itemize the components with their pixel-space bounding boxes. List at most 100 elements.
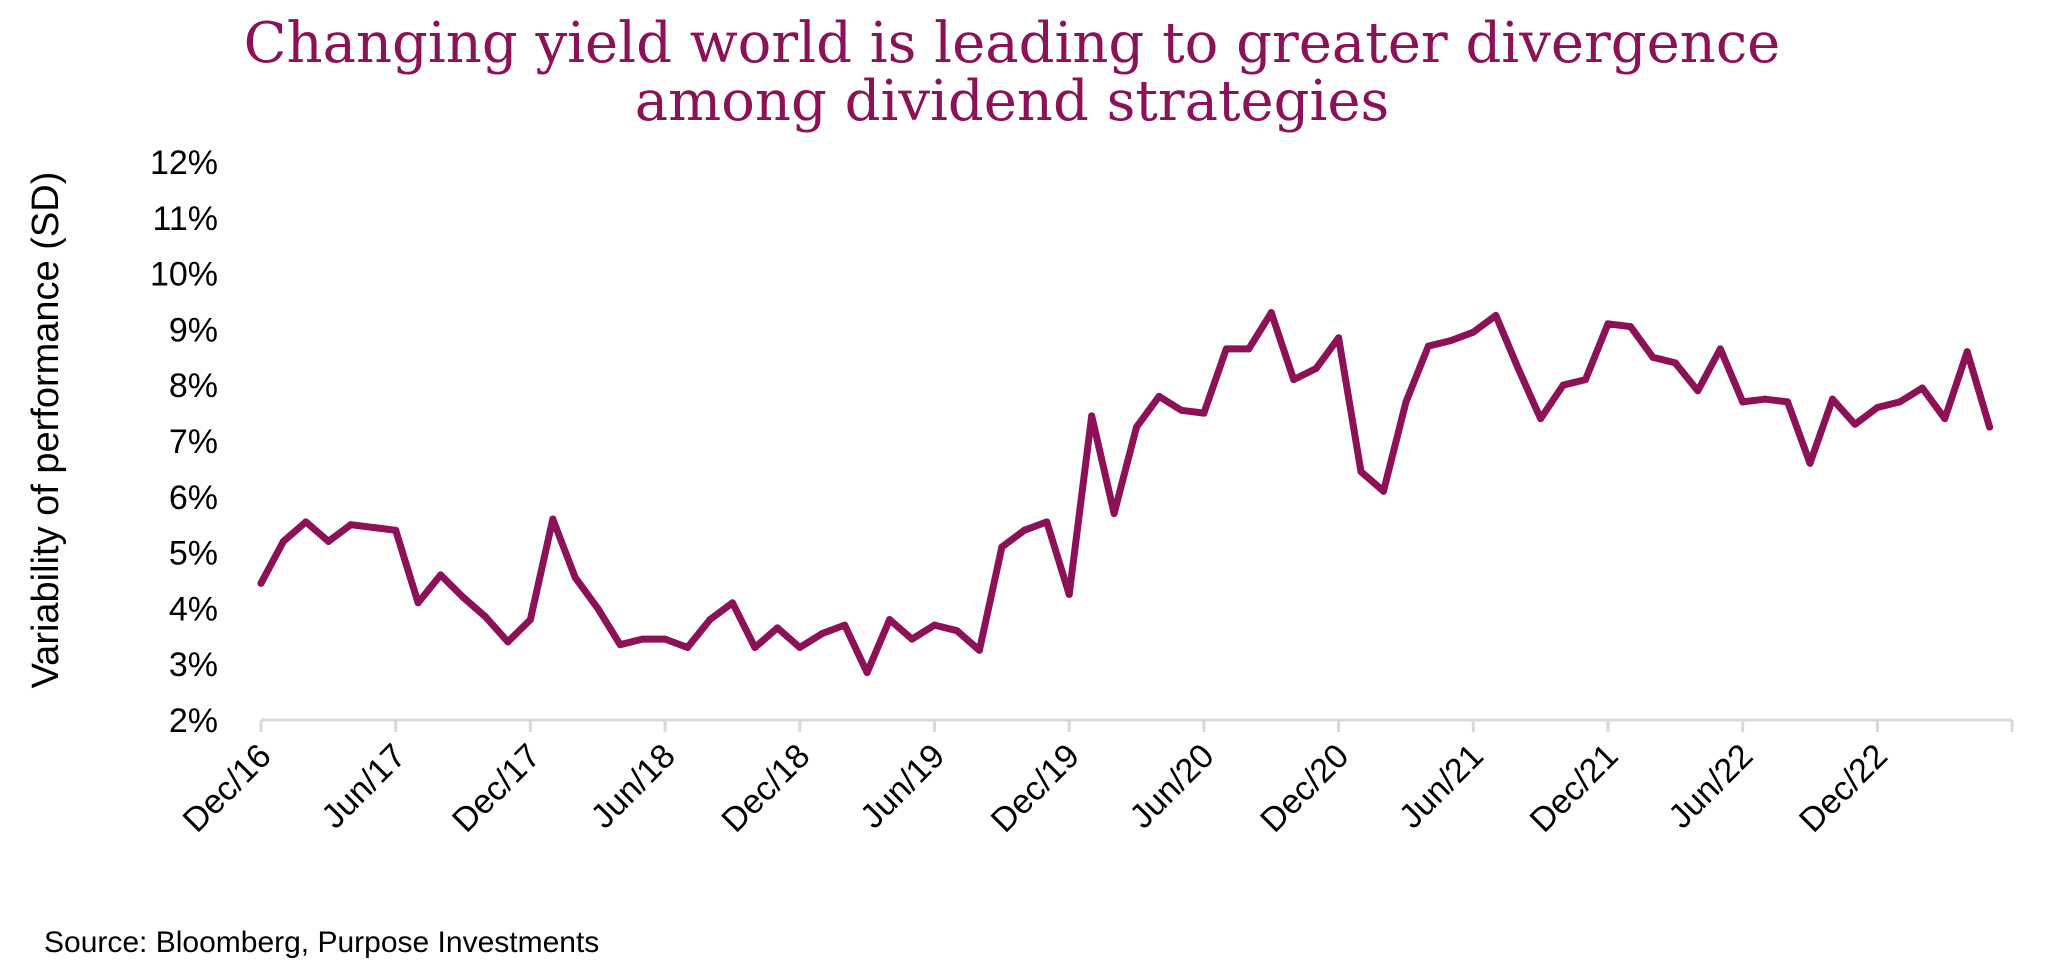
x-tick-label: Dec/20 bbox=[1253, 737, 1356, 840]
data-point bbox=[1761, 395, 1769, 403]
data-point bbox=[1963, 348, 1971, 356]
data-point bbox=[841, 621, 849, 629]
data-point bbox=[1784, 398, 1792, 406]
y-axis-label: Variability of performance (SD) bbox=[25, 172, 67, 689]
x-tick-label: Jun/19 bbox=[853, 737, 952, 836]
data-point bbox=[1716, 345, 1724, 353]
data-point bbox=[1671, 359, 1679, 367]
y-tick-label: 9% bbox=[169, 311, 218, 349]
data-point bbox=[571, 574, 579, 582]
data-point bbox=[257, 579, 265, 587]
x-tick-label: Dec/16 bbox=[176, 737, 279, 840]
data-point bbox=[796, 643, 804, 651]
data-point bbox=[1402, 398, 1410, 406]
data-point bbox=[1492, 311, 1500, 319]
chart-title-line-2: among dividend strategies bbox=[635, 69, 1390, 134]
data-point bbox=[414, 599, 422, 607]
data-point bbox=[1200, 409, 1208, 417]
data-point bbox=[1267, 309, 1275, 317]
data-point bbox=[975, 646, 983, 654]
x-tick-label: Dec/19 bbox=[984, 737, 1087, 840]
y-tick-label: 11% bbox=[152, 200, 218, 238]
data-point bbox=[616, 641, 624, 649]
data-point bbox=[1245, 345, 1253, 353]
y-tick-label: 6% bbox=[169, 479, 218, 517]
data-point bbox=[1020, 526, 1028, 534]
y-tick-label: 5% bbox=[169, 535, 218, 573]
data-point bbox=[1088, 412, 1096, 420]
data-point bbox=[302, 518, 310, 526]
data-point bbox=[1155, 392, 1163, 400]
x-tick-label: Jun/17 bbox=[314, 737, 413, 836]
data-point bbox=[1133, 423, 1141, 431]
chart-title-line-1: Changing yield world is leading to great… bbox=[244, 11, 1781, 76]
data-point bbox=[347, 521, 355, 529]
y-tick-label: 8% bbox=[169, 367, 218, 405]
data-point bbox=[1649, 353, 1657, 361]
data-point bbox=[392, 526, 400, 534]
data-point bbox=[818, 630, 826, 638]
data-point bbox=[751, 643, 759, 651]
x-tick-label: Dec/18 bbox=[714, 737, 817, 840]
data-point bbox=[908, 635, 916, 643]
data-point bbox=[661, 635, 669, 643]
x-tick-label: Dec/22 bbox=[1792, 737, 1895, 840]
x-tick-label: Jun/18 bbox=[584, 737, 683, 836]
y-tick-label: 3% bbox=[169, 646, 218, 684]
data-point bbox=[639, 635, 647, 643]
data-point bbox=[1739, 398, 1747, 406]
data-point bbox=[459, 593, 467, 601]
data-point bbox=[953, 627, 961, 635]
data-point bbox=[886, 616, 894, 624]
data-point bbox=[1604, 320, 1612, 328]
y-tick-label: 2% bbox=[169, 702, 218, 740]
data-point bbox=[931, 621, 938, 629]
data-point bbox=[324, 537, 332, 545]
y-tick-label: 10% bbox=[150, 256, 218, 294]
data-point bbox=[1829, 395, 1836, 403]
data-point bbox=[1469, 328, 1477, 336]
data-point bbox=[1806, 459, 1814, 467]
source-note: Source: Bloomberg, Purpose Investments bbox=[44, 926, 599, 959]
data-point bbox=[1873, 404, 1881, 412]
y-tick-label: 12% bbox=[150, 144, 218, 182]
x-tick-label: Jun/21 bbox=[1392, 737, 1491, 836]
data-point bbox=[526, 616, 534, 624]
data-point bbox=[1380, 487, 1387, 495]
data-point bbox=[1424, 342, 1432, 350]
data-point bbox=[684, 643, 692, 651]
y-tick-label: 7% bbox=[169, 423, 218, 461]
data-point bbox=[1986, 423, 1994, 431]
data-point bbox=[504, 638, 512, 646]
x-tick-label: Jun/20 bbox=[1122, 737, 1221, 836]
data-point bbox=[998, 543, 1006, 551]
data-point bbox=[1065, 590, 1073, 598]
data-point bbox=[728, 599, 736, 607]
x-tick-label: Dec/17 bbox=[445, 737, 548, 840]
data-point bbox=[594, 604, 602, 612]
data-point bbox=[1896, 398, 1904, 406]
data-point bbox=[1537, 415, 1545, 423]
data-point bbox=[1582, 376, 1590, 384]
data-point bbox=[1290, 376, 1298, 384]
data-point bbox=[1110, 510, 1118, 518]
data-point bbox=[1312, 364, 1320, 372]
data-point bbox=[1851, 420, 1859, 428]
data-point bbox=[1918, 384, 1926, 392]
data-point bbox=[1043, 518, 1051, 526]
x-tick-label: Jun/22 bbox=[1661, 737, 1760, 836]
data-point bbox=[1514, 364, 1522, 372]
data-point bbox=[1335, 334, 1343, 342]
data-point bbox=[1626, 323, 1634, 331]
data-point bbox=[549, 515, 557, 523]
data-point bbox=[437, 571, 445, 579]
data-point bbox=[706, 616, 714, 624]
series-line bbox=[257, 309, 1994, 677]
data-point bbox=[482, 613, 489, 621]
data-point bbox=[369, 523, 377, 531]
data-point bbox=[863, 669, 871, 677]
data-point bbox=[1941, 415, 1949, 423]
data-point bbox=[1559, 381, 1567, 389]
y-tick-label: 4% bbox=[169, 590, 218, 628]
